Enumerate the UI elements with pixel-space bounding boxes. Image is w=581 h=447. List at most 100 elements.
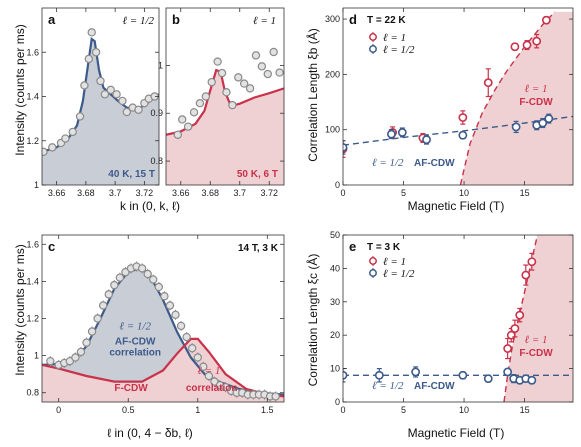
data-point <box>48 143 57 152</box>
data-point <box>228 100 237 110</box>
x-tick-label: 3.66 <box>172 188 190 198</box>
data-point <box>165 301 175 310</box>
data-point <box>115 273 125 282</box>
y-tick-label: 50 <box>330 230 340 240</box>
red-ell-label: ℓ = 1 <box>524 334 547 346</box>
blue-ell-label: ℓ = 1/2 <box>372 157 404 169</box>
f-cdw-region <box>460 11 573 185</box>
x-tick-label: 3.72 <box>260 188 278 198</box>
legend-marker <box>369 269 377 277</box>
data-point <box>154 282 164 292</box>
data-point <box>251 51 261 60</box>
y-tick-label: 40 <box>330 263 340 273</box>
point-lhalf <box>343 370 348 380</box>
data-point <box>234 73 243 82</box>
condition-label: 50 K, 6 T <box>237 169 278 180</box>
data-point <box>201 92 211 101</box>
legend-label: ℓ = 1 <box>383 256 406 268</box>
ylabel-e: Correlation Length ξc (Å) <box>305 254 320 387</box>
point-lhalf <box>397 128 407 137</box>
data-point <box>80 81 89 90</box>
y-tick-label: 1 <box>34 351 39 361</box>
xlabel-bottom-left: ℓ in (0, 4 − δb, ℓ) <box>107 426 192 440</box>
blue-fit-line <box>343 115 573 146</box>
y-tick-label: 1.2 <box>26 314 39 324</box>
data-point <box>193 353 202 362</box>
panel-c: 0 0.5 1 1.5 0.8 1 1.2 1.4 1.6 c 14 T, 3 K ℓ = 1/2 AF… <box>26 234 285 415</box>
y-tick-label: 1.6 <box>26 239 39 249</box>
data-point <box>217 68 227 78</box>
data-point <box>178 115 187 124</box>
ylabel-top-left: Intensity (counts per ms) <box>13 24 27 155</box>
condition-label: T = 22 K <box>367 15 406 26</box>
point-lhalf <box>544 114 554 124</box>
x-tick-label: 3.68 <box>201 188 219 198</box>
x-tick-label: 0.5 <box>122 405 135 415</box>
data-point <box>239 79 249 88</box>
data-point <box>189 108 199 117</box>
data-point <box>149 275 158 284</box>
blue-text-1: AF-CDW <box>115 336 156 347</box>
data-point <box>195 98 205 108</box>
data-point <box>199 362 208 371</box>
axes-frame <box>342 234 574 403</box>
point-l1 <box>503 344 513 353</box>
legend-marker <box>369 257 377 265</box>
red-fit-line <box>459 11 556 185</box>
axes-frame <box>165 7 285 186</box>
y-tick-label: 1.4 <box>26 92 39 102</box>
x-tick-label: 15 <box>520 405 530 415</box>
y-tick-label: 200 <box>325 69 340 79</box>
data-point <box>263 69 272 79</box>
data-point <box>84 54 94 64</box>
data-point <box>275 68 284 77</box>
ylabel-d: Correlation Length ξb (Å) <box>305 28 320 161</box>
panel-label: e <box>349 239 356 254</box>
data-point <box>222 87 231 97</box>
point-lhalf <box>511 122 521 132</box>
data-point <box>76 347 86 357</box>
ell-label: ℓ = 1 <box>253 15 276 27</box>
y-tick-label: 30 <box>330 297 340 307</box>
x-tick-label: 0 <box>340 188 345 198</box>
y-tick-label: 0 <box>335 180 340 190</box>
data-point <box>176 321 186 331</box>
x-tick-label: 0 <box>56 405 61 415</box>
x-tick-label: 10 <box>459 405 469 415</box>
xlabel-e: Magnetic Field (T) <box>408 426 505 440</box>
red-text-2: correlation <box>186 383 238 394</box>
data-point <box>68 127 77 137</box>
x-tick-label: 1 <box>195 405 200 415</box>
data-point <box>46 356 55 366</box>
x-tick-label: 5 <box>401 188 406 198</box>
red-text-1: F-CDW <box>114 383 148 394</box>
point-lhalf <box>422 135 431 145</box>
data-point <box>137 264 147 273</box>
data-point <box>96 76 105 86</box>
point-l1 <box>458 113 468 122</box>
y-tick-label: 1.6 <box>26 47 39 57</box>
y-tick-label: 20 <box>330 330 340 340</box>
point-l1 <box>510 324 520 333</box>
point-l1 <box>522 40 532 50</box>
blue-ell-label: ℓ = 1/2 <box>372 380 404 392</box>
y-tick-label: 0.9 <box>150 108 163 118</box>
condition-label: 14 T, 3 K <box>238 243 279 254</box>
x-tick-label: 3.7 <box>109 188 122 198</box>
data-point <box>110 280 119 290</box>
data-point <box>61 134 70 143</box>
plot-area <box>42 261 284 402</box>
plot-area <box>343 235 573 402</box>
point-l1 <box>541 15 551 25</box>
panel-a: 3.66 3.68 3.7 3.72 1 1.2 1.4 1.6 a ℓ = 1/2 40 K, 1… <box>26 7 160 198</box>
legend-label: ℓ = 1/2 <box>383 268 415 280</box>
y-tick-label: 10 <box>330 364 340 374</box>
red-fit-line <box>42 337 284 398</box>
data-point <box>100 90 110 99</box>
point-lhalf <box>458 370 468 380</box>
point-l1 <box>483 78 493 88</box>
data-point <box>269 47 278 57</box>
data-point <box>183 122 193 131</box>
f-cdw-region <box>504 235 573 402</box>
xlabel-d: Magnetic Field (T) <box>408 199 505 213</box>
